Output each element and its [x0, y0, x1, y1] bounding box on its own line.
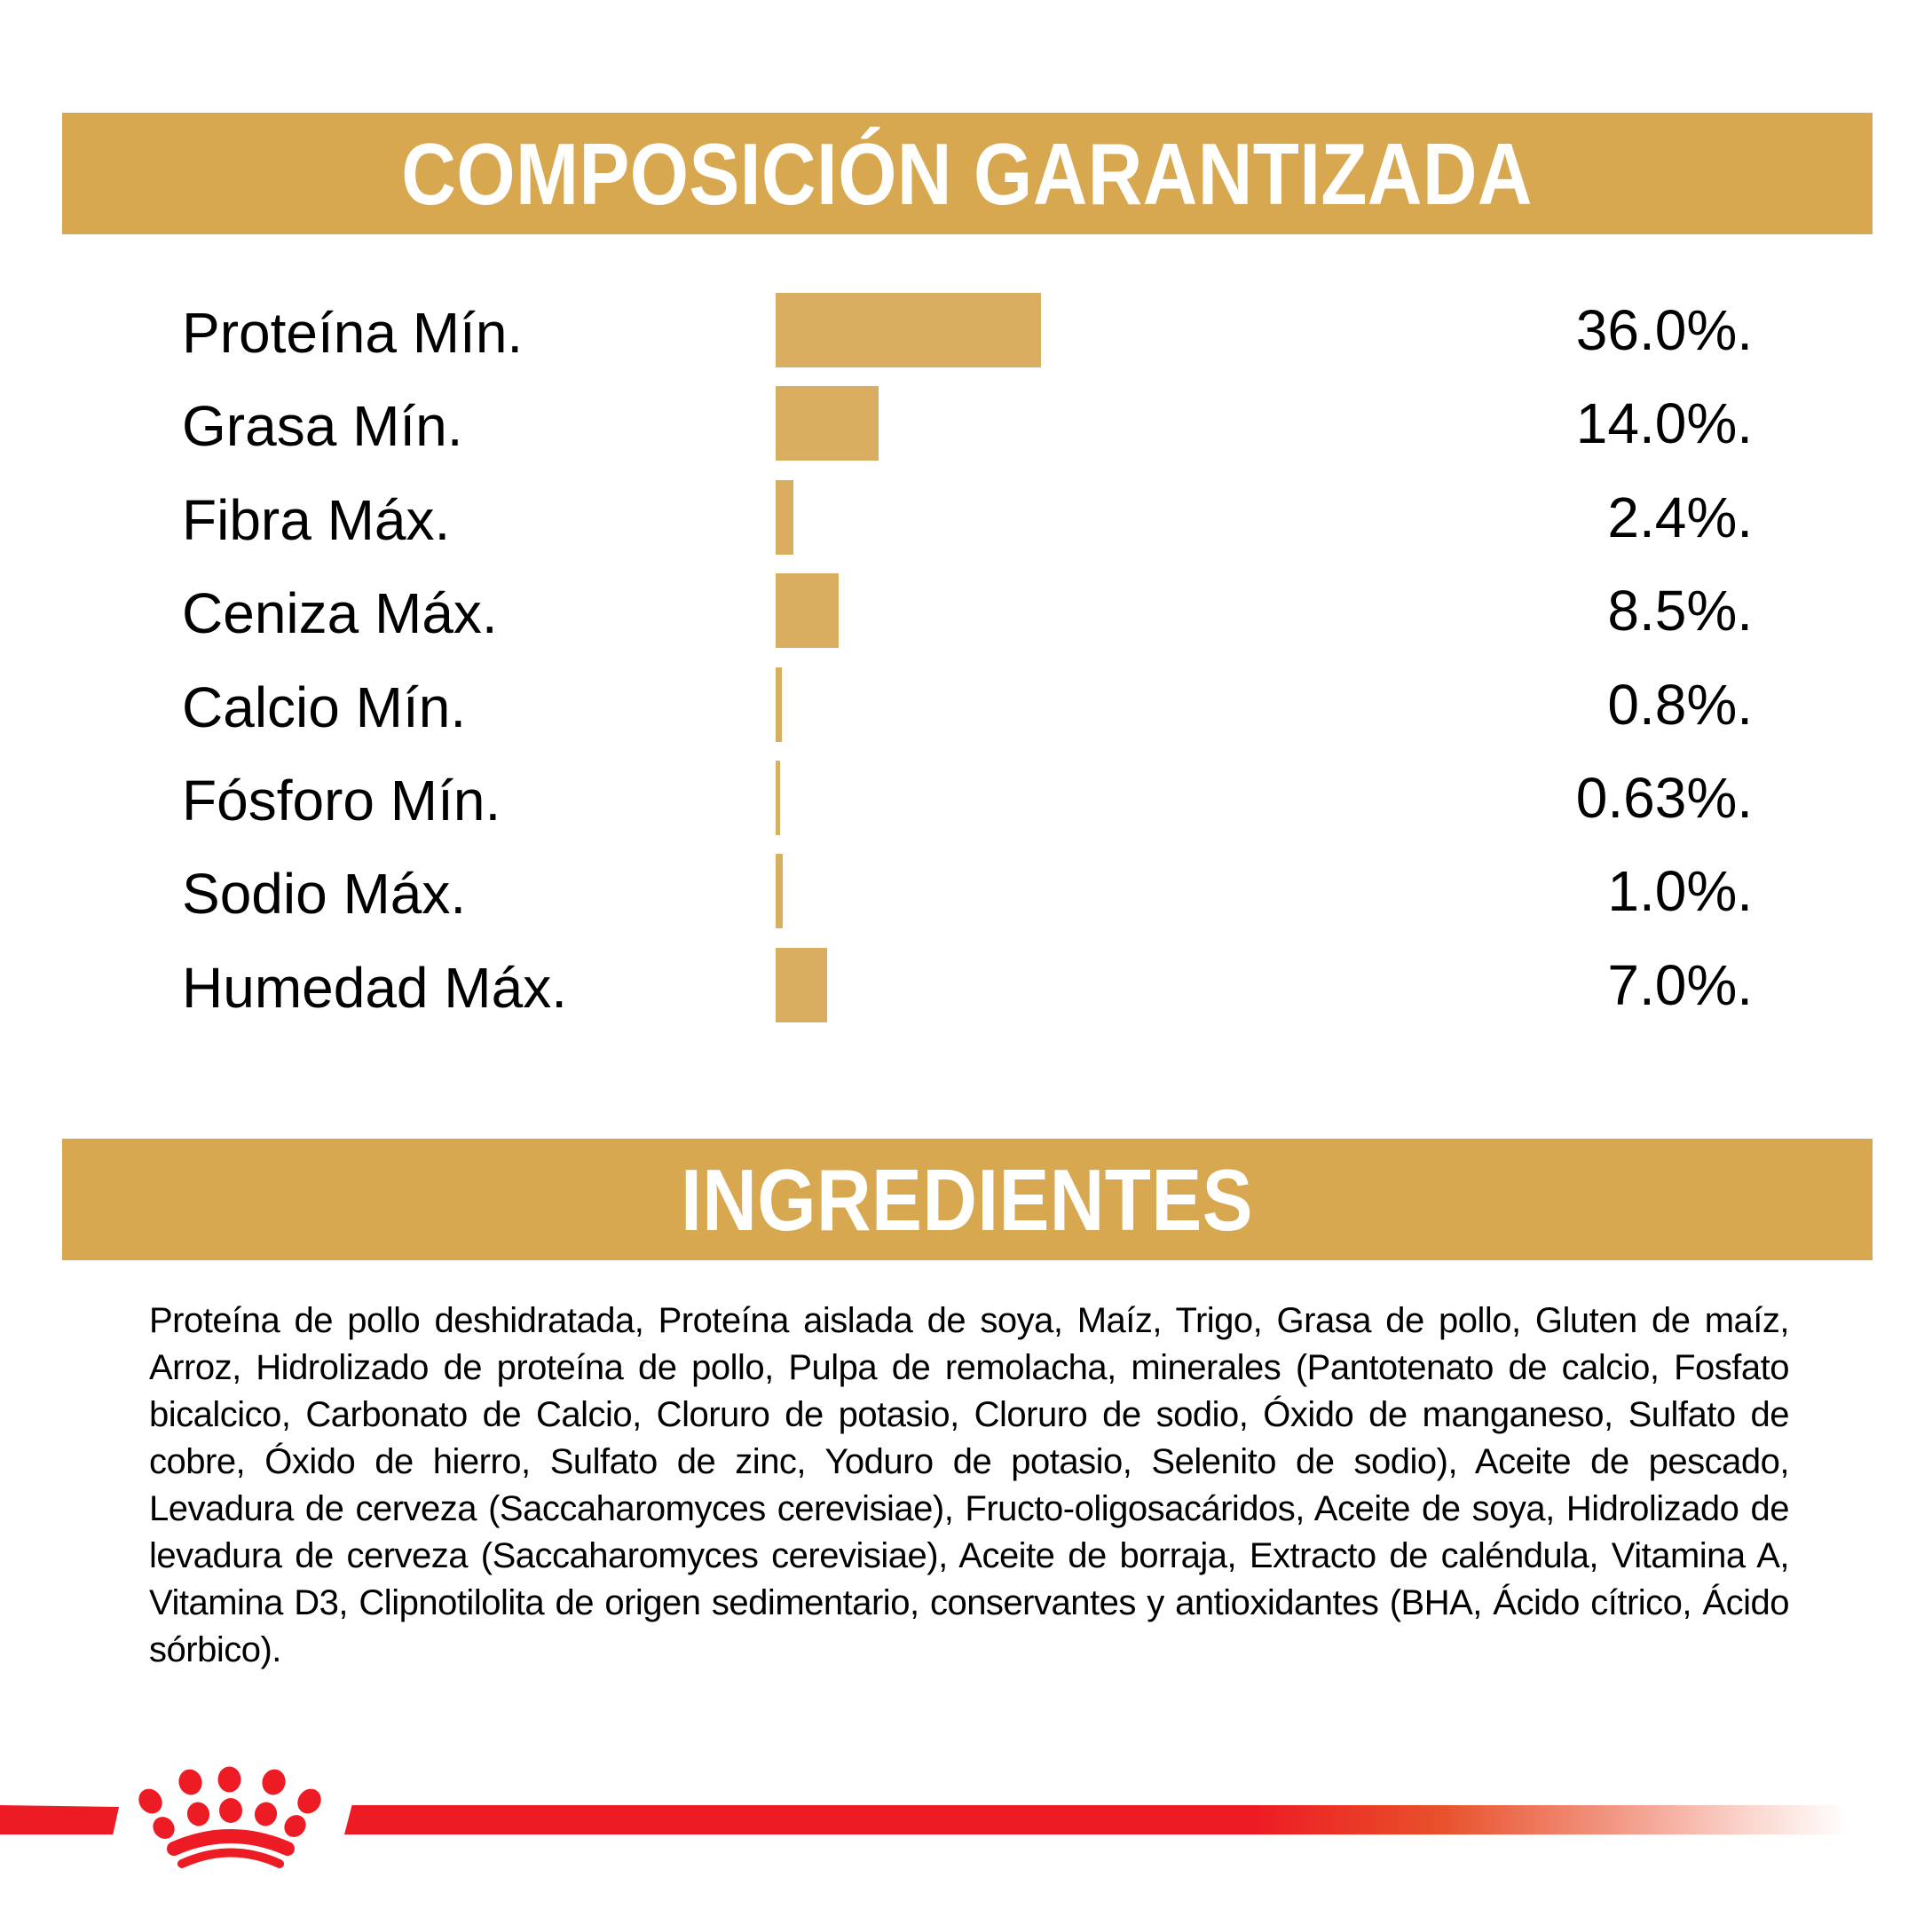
ingredients-text: Proteína de pollo deshidratada, Proteína… — [149, 1301, 1790, 1669]
nutrient-row: Grasa Mín. 14.0%. — [0, 376, 1932, 470]
nutrient-value: 0.63%. — [1575, 766, 1753, 830]
nutrient-value: 36.0%. — [1575, 298, 1753, 362]
nutrient-bar — [776, 479, 793, 555]
nutrient-row: Ceniza Máx. 8.5%. — [0, 564, 1932, 658]
nutrient-row: Humedad Máx. 7.0%. — [0, 938, 1932, 1032]
nutrient-bar — [776, 854, 784, 929]
nutrient-value: 0.8%. — [1607, 672, 1753, 737]
nutrient-row: Proteína Mín. 36.0%. — [0, 283, 1932, 377]
nutrient-row: Calcio Mín. 0.8%. — [0, 658, 1932, 752]
nutrient-row: Fibra Máx. 2.4%. — [0, 470, 1932, 564]
ingredients-banner: INGREDIENTES — [62, 1139, 1873, 1260]
nutrient-value: 8.5%. — [1607, 579, 1753, 643]
nutrient-row: Fósforo Mín. 0.63%. — [0, 751, 1932, 845]
royal-canin-crown-icon — [138, 1766, 321, 1868]
nutrient-label: Ceniza Máx. — [182, 581, 498, 646]
nutrient-label: Fibra Máx. — [182, 487, 451, 552]
nutrient-value: 7.0%. — [1607, 952, 1753, 1017]
nutrient-label: Grasa Mín. — [182, 394, 463, 459]
brand-stripe-left — [0, 1805, 119, 1834]
nutrient-bar — [776, 667, 782, 742]
nutrient-row: Sodio Máx. 1.0%. — [0, 844, 1932, 938]
nutrient-bar — [776, 573, 839, 649]
composition-banner: COMPOSICIÓN GARANTIZADA — [62, 113, 1873, 234]
composition-title: COMPOSICIÓN GARANTIZADA — [401, 124, 1534, 223]
nutrient-label: Fósforo Mín. — [182, 768, 501, 832]
nutrient-value: 1.0%. — [1607, 859, 1753, 924]
nutrient-label: Humedad Máx. — [182, 955, 567, 1020]
nutrient-value: 14.0%. — [1575, 391, 1753, 456]
nutrient-value: 2.4%. — [1607, 485, 1753, 549]
brand-stripe-right — [344, 1805, 1864, 1834]
nutrient-label: Calcio Mín. — [182, 675, 467, 739]
nutrient-bar — [776, 386, 879, 462]
nutrient-label: Proteína Mín. — [182, 300, 524, 365]
ingredients-title: INGREDIENTES — [681, 1150, 1254, 1249]
nutrient-label: Sodio Máx. — [182, 862, 467, 927]
nutrient-bar — [776, 761, 781, 835]
nutrient-bar — [776, 947, 828, 1022]
nutrient-bar — [776, 293, 1041, 367]
